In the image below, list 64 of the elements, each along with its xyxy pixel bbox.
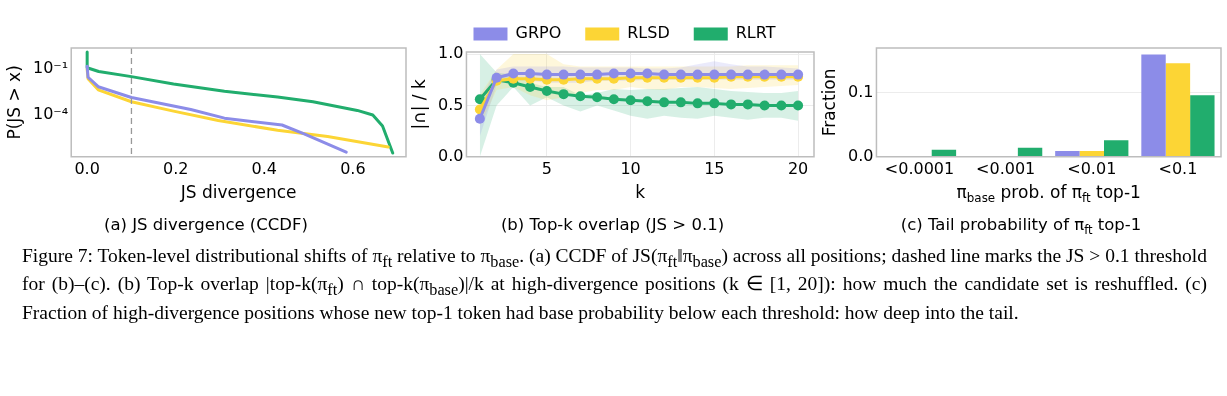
x-tick-label: 5 — [541, 158, 552, 178]
legend-label: RLRT — [735, 23, 776, 43]
y-tick-label: 1.0 — [437, 43, 464, 63]
x-tick-label: <0.001 — [976, 158, 1036, 178]
x-tick-label: 0.0 — [74, 158, 100, 178]
bar — [1055, 151, 1080, 157]
y-tick-label: 10⁻⁴ — [33, 104, 69, 124]
text: (a) JS divergence (CCDF) — [104, 215, 308, 235]
legend-label: RLSD — [627, 23, 670, 43]
y-tick-label: 0.1 — [847, 81, 874, 101]
point — [575, 91, 586, 102]
point — [558, 69, 569, 80]
x-tick-label: 0.2 — [163, 158, 189, 178]
x-tick-label: <0.01 — [1067, 158, 1117, 178]
point — [474, 94, 485, 105]
point — [541, 69, 552, 80]
point — [525, 68, 536, 79]
bar — [1103, 140, 1129, 157]
x-tick-label: <0.1 — [1158, 158, 1198, 178]
legend-label: GRPO — [515, 23, 562, 43]
x-axis-title: k — [635, 182, 646, 203]
point — [759, 100, 770, 111]
point — [625, 95, 636, 106]
x-tick-label: 0.6 — [340, 158, 366, 178]
x-tick-label: 15 — [704, 158, 725, 178]
x-axis-title: JS divergence — [179, 182, 297, 203]
y-axis-title: Fraction — [819, 68, 840, 137]
y-tick-label: 0.5 — [437, 94, 464, 114]
bar — [931, 149, 957, 157]
point — [793, 100, 804, 111]
point — [592, 69, 603, 80]
y-tick-label: 0.0 — [437, 145, 464, 165]
point — [726, 99, 737, 110]
bar — [1141, 54, 1166, 157]
point — [642, 96, 653, 107]
x-tick-label: 20 — [787, 158, 809, 178]
x-tick-label: <0.0001 — [884, 158, 955, 178]
point — [709, 98, 720, 109]
bar — [1079, 151, 1104, 157]
point — [776, 100, 787, 111]
point — [675, 97, 686, 108]
x-tick-label: 0.4 — [251, 158, 278, 178]
bar — [1017, 147, 1043, 157]
point — [642, 68, 653, 79]
point — [608, 94, 619, 105]
point — [558, 89, 569, 100]
point — [508, 68, 519, 79]
text: Figure 7: Token-level distributional shifts of π$_{ft}$ relative to π$_{base}$. (a) CCDF of JS(π$_{ft}$‖π$_{base}$) across all positions; dashed line marks the JS > 0.1 threshold for (b)–(c). (b) Top-k overlap |top-k(π$_{ft}$) ∩ top-k(π$_{base}$)|/k at high-divergence positions (k ∈ [1, 20]): how much the candidate set is reshuffled. (c) Fraction of high-divergence positions whose new top-1 token had base probability below each threshold: how deep into the tail. — [22, 245, 1208, 323]
point — [592, 92, 603, 103]
point — [575, 69, 586, 80]
point — [742, 99, 753, 110]
point — [659, 97, 670, 108]
y-tick-label: 10⁻¹ — [33, 58, 69, 78]
x-tick-label: 10 — [620, 158, 641, 178]
point — [692, 98, 703, 109]
point — [608, 68, 619, 79]
point — [541, 86, 552, 97]
point — [474, 113, 485, 124]
y-axis-title: |∩| / k — [409, 79, 430, 130]
bar — [1165, 63, 1191, 157]
text: (b) Top-k overlap (JS > 0.1) — [500, 215, 725, 235]
bar — [1190, 95, 1215, 157]
y-axis-title: P(JS > x) — [4, 65, 25, 140]
point — [625, 68, 636, 79]
